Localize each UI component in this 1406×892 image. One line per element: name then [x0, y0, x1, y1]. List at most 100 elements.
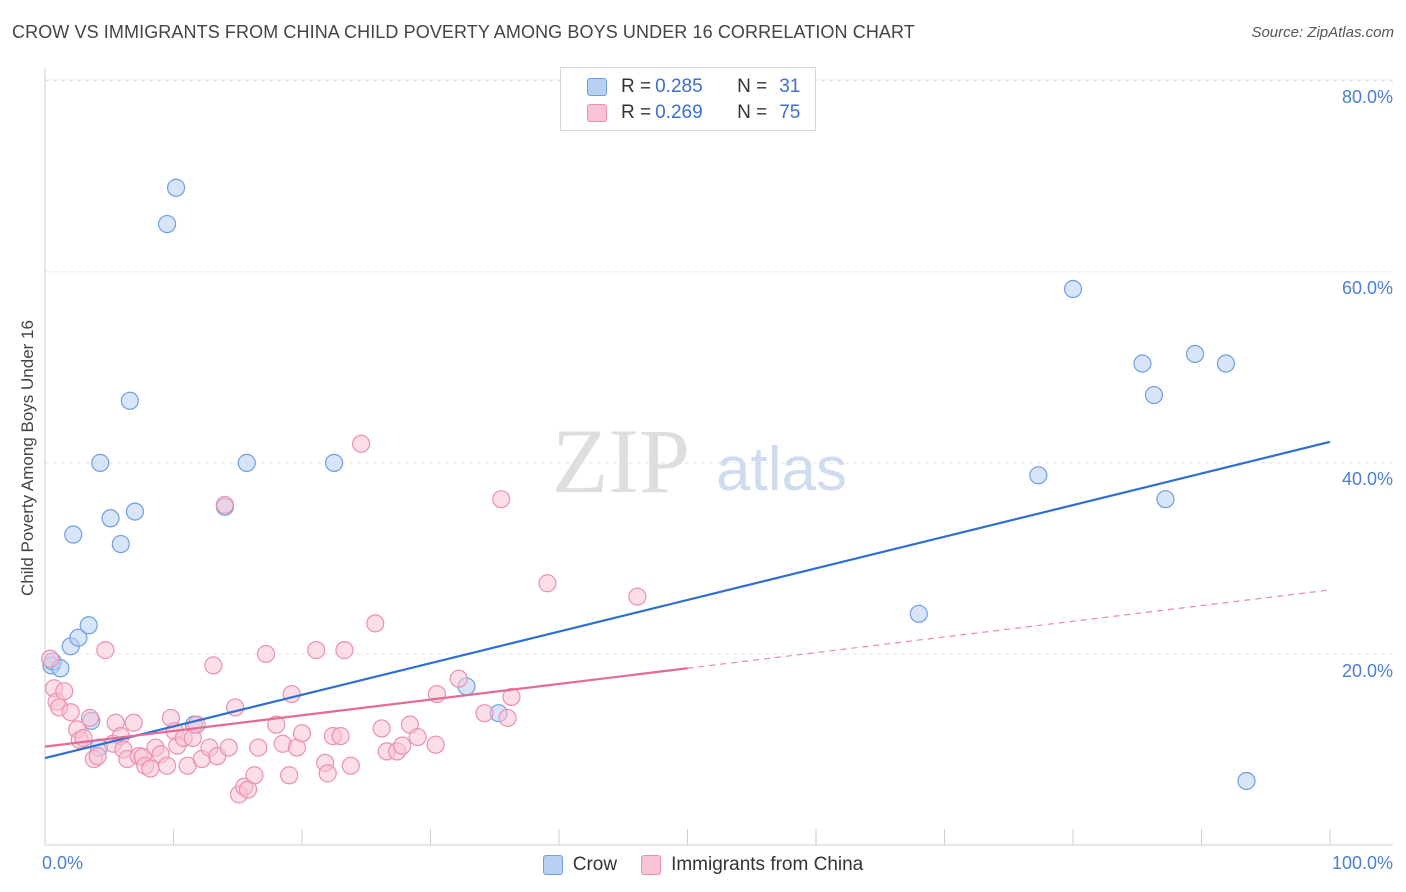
point-crow-28 [1185, 344, 1205, 364]
y-tick-label-60: 60.0% [1342, 278, 1393, 298]
point-china-71 [492, 490, 511, 509]
x-tick-label-max: 100.0% [1332, 853, 1393, 873]
point-china-44 [249, 738, 268, 757]
trend-line-crow [44, 440, 1331, 760]
axes [44, 68, 1393, 846]
point-crow-12 [120, 391, 139, 410]
point-china-35 [204, 656, 223, 675]
point-china-60 [366, 614, 385, 633]
legend-label-china: Immigrants from China [671, 854, 864, 875]
legend-row-crow: R = 0.285 N = 31 [587, 75, 800, 99]
y-tick-label-80: 80.0% [1342, 87, 1393, 107]
point-crow-6 [79, 616, 98, 635]
point-crow-25 [1133, 354, 1152, 373]
point-crow-14 [157, 214, 177, 234]
point-china-70 [475, 704, 494, 723]
point-crow-23 [1029, 466, 1048, 485]
point-crow-30 [1237, 771, 1256, 791]
point-china-57 [335, 641, 354, 660]
point-crow-27 [1156, 490, 1175, 509]
watermark: ZIP atlas [552, 410, 847, 512]
legend-n-label: N = [737, 76, 768, 97]
point-china-54 [318, 764, 337, 783]
point-china-48 [280, 766, 299, 785]
y-tick-labels: 20.0% 40.0% 60.0% 80.0% [1342, 87, 1393, 681]
legend-row-china: R = 0.269 N = 75 [587, 101, 800, 125]
point-crow-4 [64, 525, 83, 544]
point-china-52 [307, 641, 326, 660]
point-china-49 [282, 684, 301, 704]
trend-line-china [44, 667, 688, 748]
legend-label-crow: Crow [572, 854, 618, 875]
point-china-4 [55, 682, 74, 701]
point-china-66 [408, 727, 427, 747]
legend-n-label: N = [737, 102, 768, 123]
point-china-43 [245, 766, 264, 785]
point-china-38 [219, 738, 238, 757]
point-china-25 [157, 756, 177, 775]
point-china-12 [96, 641, 115, 660]
legend-n-value: 31 [779, 76, 801, 97]
legend-r-label: R = [621, 76, 652, 97]
legend-r-label: R = [621, 102, 652, 123]
trend-extension-china [687, 589, 1331, 669]
point-china-64 [393, 736, 412, 755]
legend-swatch-crow [542, 855, 563, 875]
point-crow-19 [325, 453, 344, 472]
point-china-51 [292, 724, 312, 743]
watermark-zip: ZIP [552, 410, 690, 512]
point-china-46 [267, 715, 286, 734]
x-ticks [173, 829, 1331, 845]
legend-r-value: 0.285 [655, 76, 703, 97]
point-china-61 [372, 719, 391, 738]
point-crow-9 [91, 453, 110, 472]
chart-title: CROW VS IMMIGRANTS FROM CHINA CHILD POVE… [12, 22, 915, 42]
legend-swatch-china [587, 104, 607, 122]
point-china-59 [352, 434, 371, 453]
legend-swatch-china [641, 855, 662, 875]
x-tick-label-min: 0.0% [42, 853, 83, 873]
point-china-45 [256, 644, 276, 664]
legend-r-value: 0.269 [655, 102, 703, 123]
point-crow-22 [909, 604, 928, 623]
point-crow-11 [111, 534, 130, 554]
point-china-37 [215, 495, 234, 515]
watermark-atlas: atlas [716, 435, 847, 504]
point-china-11 [88, 747, 107, 766]
source-label: Source: ZipAtlas.com [1251, 24, 1394, 41]
x-tick-labels: 0.0% 100.0% [42, 853, 1393, 873]
legend-item-crow[interactable]: Crow [542, 854, 618, 876]
point-crow-26 [1144, 385, 1164, 405]
point-china-8 [74, 728, 93, 748]
trend-lines [44, 440, 1331, 760]
point-china-0 [41, 649, 60, 668]
point-china-72 [498, 708, 517, 728]
y-tick-label-40: 40.0% [1342, 469, 1393, 489]
point-crow-24 [1063, 279, 1083, 299]
point-crow-29 [1216, 354, 1236, 373]
point-crow-13 [125, 502, 145, 521]
point-china-56 [331, 726, 350, 746]
grid-lines [45, 79, 1393, 655]
point-china-22 [141, 759, 160, 778]
y-tick-label-20: 20.0% [1342, 661, 1393, 681]
point-china-74 [538, 574, 557, 593]
point-china-9 [80, 708, 100, 728]
point-china-58 [341, 756, 360, 775]
point-crow-15 [166, 178, 186, 197]
data-points [41, 178, 1256, 804]
point-china-69 [449, 669, 468, 688]
legend-n-value: 75 [779, 102, 801, 123]
legend-item-china[interactable]: Immigrants from China [641, 854, 863, 876]
point-china-73 [502, 687, 521, 707]
point-china-75 [628, 587, 647, 606]
point-china-5 [61, 703, 80, 722]
point-crow-18 [237, 453, 256, 472]
point-crow-10 [101, 509, 120, 528]
point-crow-5 [69, 628, 88, 647]
series-legend: Crow Immigrants from China [0, 852, 1406, 878]
correlation-legend: R = 0.285 N = 31 R = 0.269 N = 75 [560, 67, 816, 131]
legend-swatch-crow [587, 78, 607, 96]
point-china-18 [124, 713, 143, 732]
